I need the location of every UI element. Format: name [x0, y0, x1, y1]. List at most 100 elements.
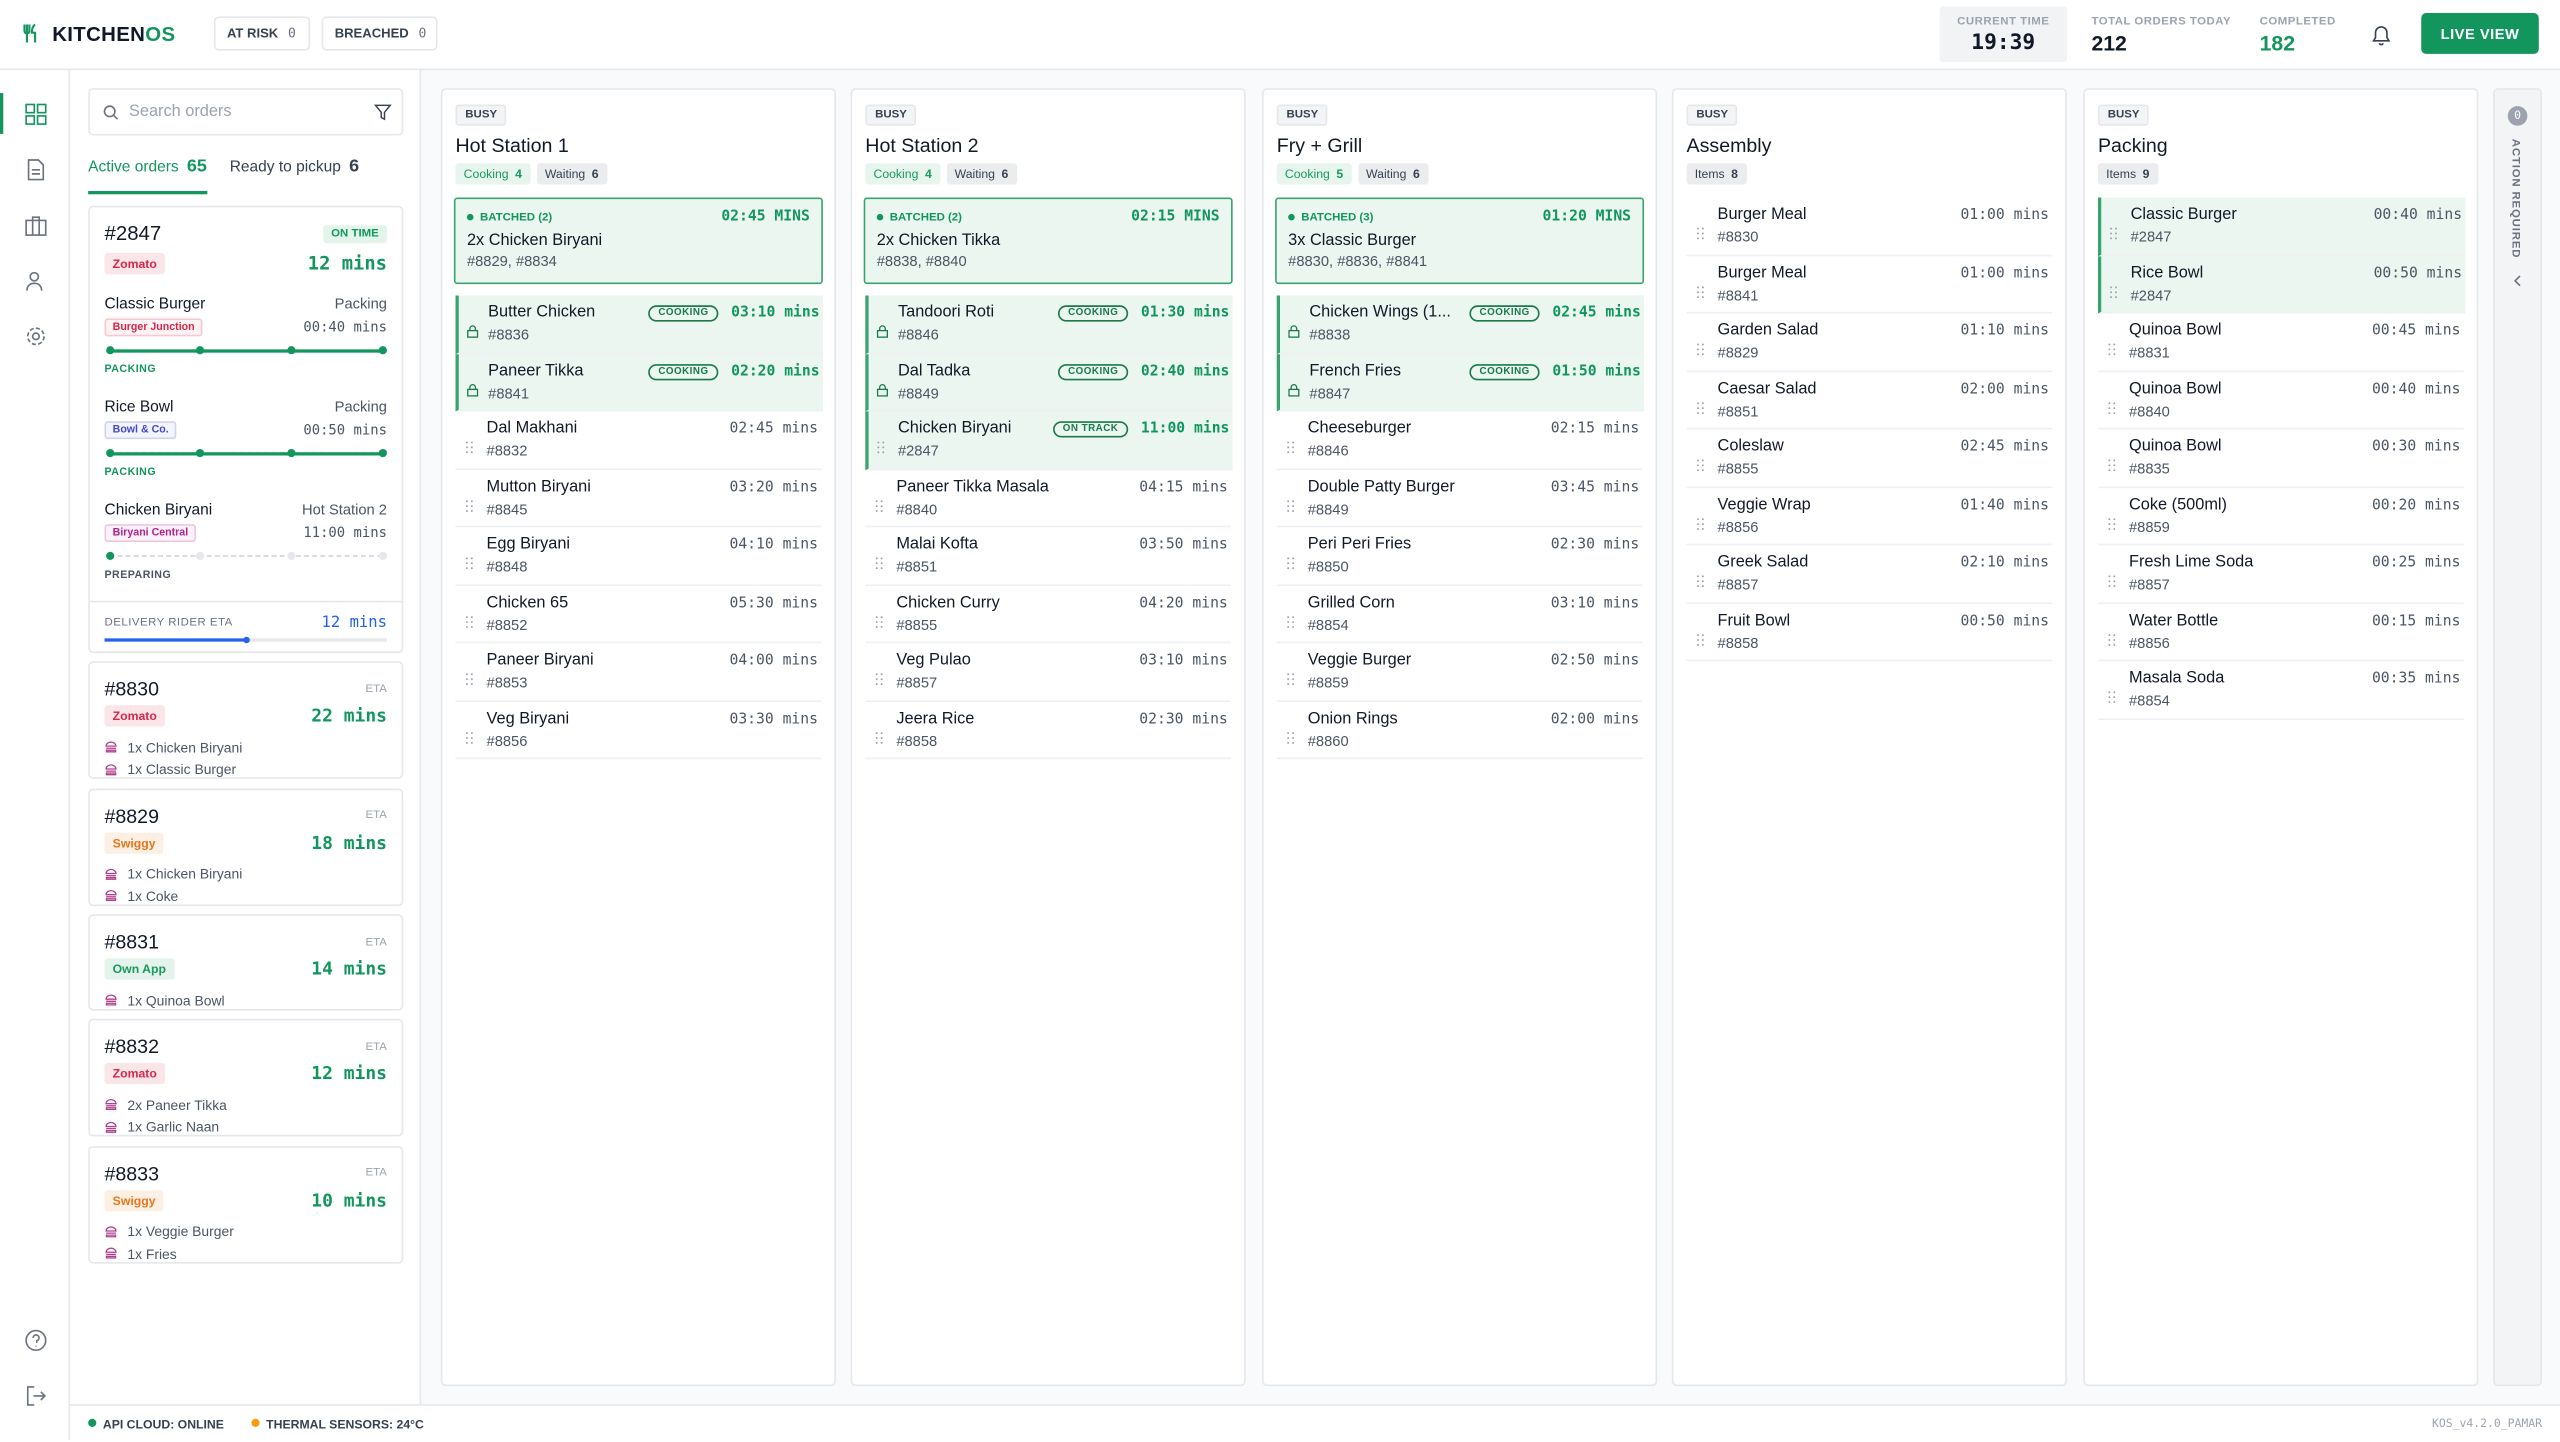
item-time: 04:20 mins	[1139, 595, 1228, 612]
action-strip[interactable]: 0 ACTION REQUIRED	[2493, 88, 2543, 1387]
drag-handle-part	[1696, 469, 1699, 472]
queue-item[interactable]: Butter Chicken #8836 03:10 mins COOKING	[455, 295, 823, 354]
item-name: Malai Kofta	[896, 535, 979, 554]
help-icon[interactable]	[24, 1329, 47, 1360]
item-icon	[104, 1225, 117, 1237]
queue-item[interactable]: Mutton Biryani #8845 03:20 mins	[455, 469, 822, 528]
queue-item[interactable]: Fresh Lime Soda #8857 00:25 mins	[2097, 545, 2464, 604]
queue-item[interactable]: Chicken Wings (1... #8838 02:45 mins COOKIN…	[1276, 295, 1645, 354]
queue-item[interactable]: Jeera Rice #8858 02:30 mins	[865, 701, 1232, 760]
rider-bar-knob	[242, 636, 249, 644]
batch-label: BATCHED (2)	[876, 211, 962, 223]
queue-item[interactable]: Burger Meal #8841 01:00 mins	[1686, 256, 2053, 314]
featured-order-card[interactable]: #2847 ON TIME Zomato 12 mins Classic Burger P…	[88, 205, 404, 654]
batch-card[interactable]: BATCHED (2) 02:45 MINS 2x Chicken Biryani #…	[453, 197, 823, 285]
drag-handle-part	[2108, 517, 2116, 530]
queue-item[interactable]: Paneer Tikka #8841 02:20 mins COOKING	[455, 353, 823, 412]
queue-item[interactable]: Chicken Curry #8855 04:20 mins	[865, 585, 1232, 644]
live-view-button[interactable]: LIVE VIEW	[2421, 13, 2539, 54]
chip-count: 5	[1336, 166, 1344, 182]
nav-icon[interactable]	[24, 158, 47, 189]
drag-handle-part	[1287, 678, 1290, 681]
queue-item[interactable]: Quinoa Bowl #8831 00:45 mins	[2097, 313, 2464, 372]
filter-icon[interactable]	[373, 103, 392, 121]
status-tag: COOKING	[1469, 305, 1540, 322]
platform-badge: Zomato	[104, 705, 166, 727]
drag-handle-part	[877, 446, 880, 449]
drag-handle-part	[880, 499, 883, 502]
drag-handle-part	[2108, 643, 2111, 646]
breached-pill[interactable]: BREACHED 0	[321, 16, 438, 51]
nav-icon[interactable]	[24, 269, 47, 300]
queue-item[interactable]: Burger Meal #8830 01:00 mins	[1686, 198, 2053, 256]
queue-item[interactable]: Caesar Salad #8851 02:00 mins	[1686, 371, 2053, 430]
order-card[interactable]: #8830 ETA Zomato 22 mins 1x Chicken Biryani 1…	[88, 661, 404, 779]
item-icon	[104, 1121, 117, 1133]
queue-item[interactable]: Garden Salad #8829 01:10 mins	[1686, 313, 2053, 372]
drag-handle-part	[1701, 411, 1704, 414]
drag-handle-part	[470, 562, 473, 565]
lock-icon-part	[1290, 383, 1298, 389]
queue-item[interactable]: Paneer Tikka Masala #8840 04:15 mins	[865, 469, 1232, 528]
at-risk-pill[interactable]: AT RISK 0	[213, 16, 311, 51]
order-card[interactable]: #8833 ETA Swiggy 10 mins 1x Veggie Burger 1x …	[88, 1145, 404, 1263]
queue-item[interactable]: Veg Pulao #8857 03:10 mins	[865, 643, 1232, 702]
bell-icon[interactable]	[2371, 23, 2392, 46]
item-icon	[104, 868, 117, 880]
order-header: #8831 ETA	[104, 931, 386, 954]
queue-item[interactable]: Rice Bowl #2847 00:50 mins	[2097, 255, 2466, 314]
queue-item[interactable]: French Fries #8847 01:50 mins COOKING	[1276, 353, 1645, 412]
nav-icon[interactable]	[24, 103, 47, 134]
batch-card[interactable]: BATCHED (2) 02:15 MINS 2x Chicken Tikka #88…	[863, 197, 1233, 285]
tab[interactable]: Ready to pickup 6	[230, 157, 359, 191]
drag-handle-part	[1696, 517, 1699, 520]
drag-handle-part	[880, 509, 883, 512]
drag-handle-part	[2108, 343, 2111, 346]
queue-item[interactable]: Coke (500ml) #8859 00:20 mins	[2097, 487, 2464, 546]
order-card[interactable]: #8831 ETA Own App 14 mins 1x Quinoa Bowl	[88, 914, 404, 1010]
queue-item[interactable]: Greek Salad #8857 02:10 mins	[1686, 545, 2053, 604]
item-icon-part	[105, 1099, 117, 1111]
queue-item[interactable]: Malai Kofta #8851 03:50 mins	[865, 527, 1232, 586]
queue-item[interactable]: Tandoori Roti #8846 01:30 mins COOKING	[865, 295, 1233, 354]
batch-label-text: BATCHED (2)	[480, 211, 553, 223]
queue-item[interactable]: Double Patty Burger #8849 03:45 mins	[1276, 469, 1643, 528]
queue-item[interactable]: Dal Tadka #8849 02:40 mins COOKING	[865, 353, 1233, 412]
tab[interactable]: Active orders 65	[88, 157, 207, 195]
queue-item[interactable]: Quinoa Bowl #8840 00:40 mins	[2097, 371, 2464, 430]
order-card[interactable]: #8832 ETA Zomato 12 mins 2x Paneer Tikka 1x G…	[88, 1018, 404, 1137]
queue-item[interactable]: Chicken Biryani #2847 11:00 mins ON TRACK	[865, 411, 1233, 470]
drag-handle-part	[465, 683, 468, 686]
queue-item[interactable]: Grilled Corn #8854 03:10 mins	[1276, 585, 1643, 644]
queue-item[interactable]: Peri Peri Fries #8850 02:30 mins	[1276, 527, 1643, 586]
item-icon	[104, 741, 117, 753]
batch-card[interactable]: BATCHED (3) 01:20 MINS 3x Classic Burger #8…	[1275, 197, 1645, 285]
drag-handle-part	[470, 441, 473, 444]
queue-item[interactable]: Paneer Biryani #8853 04:00 mins	[455, 643, 822, 702]
queue-item[interactable]: Coleslaw #8855 02:45 mins	[1686, 429, 2053, 488]
completed-value: 182	[2259, 31, 2296, 56]
queue-item[interactable]: Onion Rings #8860 02:00 mins	[1276, 701, 1643, 760]
queue-item[interactable]: Veg Biryani #8856 03:30 mins	[455, 701, 822, 760]
queue-item[interactable]: Water Bottle #8856 00:15 mins	[2097, 603, 2464, 662]
nav-icon[interactable]	[24, 325, 47, 356]
queue-item[interactable]: Classic Burger #2847 00:40 mins	[2097, 197, 2466, 256]
queue-item[interactable]: Chicken 65 #8852 05:30 mins	[455, 585, 822, 644]
item-name: Cheeseburger	[1307, 419, 1412, 438]
order-id: #2847	[104, 222, 162, 245]
queue-item[interactable]: Quinoa Bowl #8835 00:30 mins	[2097, 429, 2464, 488]
drag-handle-part	[1701, 285, 1704, 288]
queue-item[interactable]: Masala Soda #8854 00:35 mins	[2097, 661, 2464, 720]
queue-item[interactable]: Cheeseburger #8846 02:15 mins	[1276, 411, 1643, 470]
logout-icon[interactable]	[24, 1384, 47, 1415]
search-box[interactable]: Search orders	[88, 88, 404, 136]
order-line: 1x Chicken Biryani	[104, 736, 386, 758]
queue-item[interactable]: Egg Biryani #8848 04:10 mins	[455, 527, 822, 586]
queue-item[interactable]: Veggie Wrap #8856 01:40 mins	[1686, 487, 2053, 546]
queue-item[interactable]: Dal Makhani #8832 02:45 mins	[455, 411, 822, 470]
nav-icon[interactable]	[24, 214, 47, 245]
queue-item[interactable]: Veggie Burger #8859 02:50 mins	[1276, 643, 1643, 702]
queue-item[interactable]: Fruit Bowl #8858 00:50 mins	[1686, 603, 2053, 662]
order-card[interactable]: #8829 ETA Swiggy 18 mins 1x Chicken Biryani 1…	[88, 787, 404, 906]
